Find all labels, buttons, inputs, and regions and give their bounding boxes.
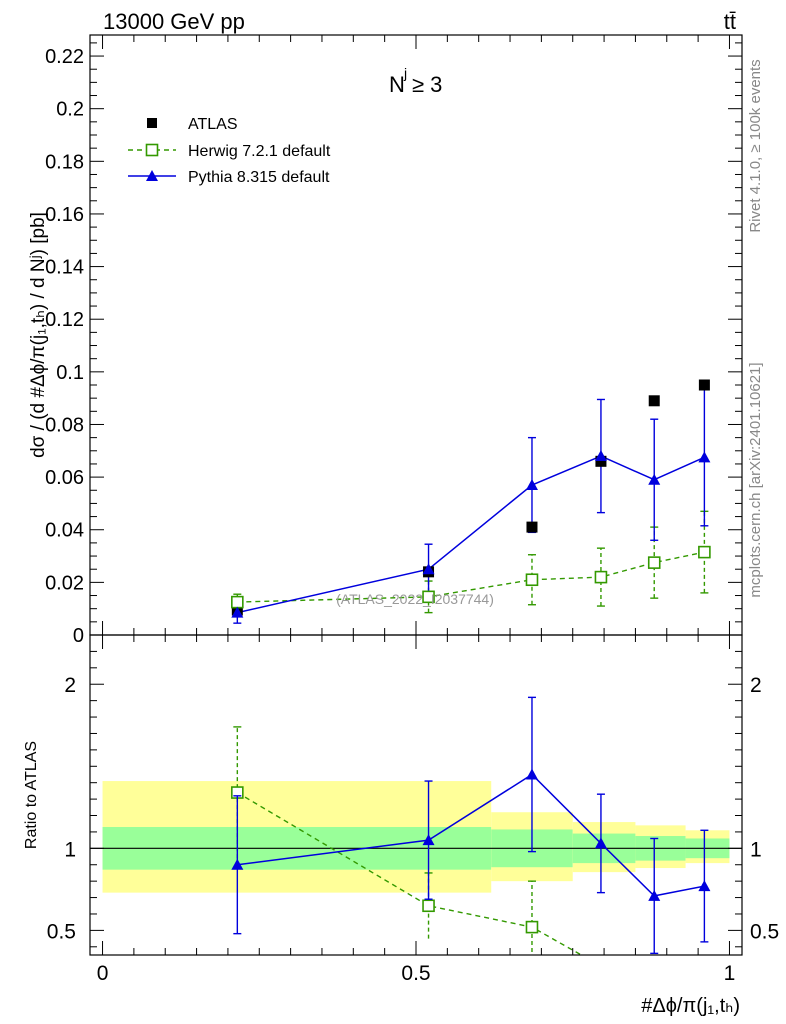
ratio-ytick-label: 1	[64, 838, 76, 861]
pythia-point	[422, 563, 435, 575]
ratio-pythia-point	[231, 858, 244, 870]
legend-marker-herwig	[145, 143, 159, 157]
ratio-ytick-label-right: 1	[750, 838, 762, 861]
herwig-point	[594, 570, 608, 584]
legend: ATLAS Herwig 7.2.1 default Pythia 8.315 …	[128, 116, 331, 186]
ratio-pythia-point	[594, 837, 607, 849]
ratio-xtick-label: 0	[97, 962, 109, 985]
ratio-herwig-point	[525, 920, 539, 934]
rivet-label: Rivet 4.1.0, ≥ 100k events	[747, 59, 764, 232]
ratio-herwig-point	[422, 899, 435, 913]
ratio-pythia-point	[648, 889, 661, 901]
pythia-point	[698, 451, 711, 463]
pythia-point	[231, 606, 244, 618]
herwig-point	[647, 556, 661, 569]
ratio-xtick-label: 1	[724, 962, 736, 985]
x-axis-label: #Δϕ/π(j₁,tₕ)	[641, 995, 740, 1017]
atlas-point	[698, 379, 710, 391]
main-ytick-label: 0.04	[45, 520, 84, 542]
ratio-herwig-line	[236, 791, 583, 955]
ratio-ytick-label-right: 0.5	[750, 920, 779, 943]
atlas-point	[648, 395, 660, 407]
main-ytick-label: 0.06	[45, 467, 84, 489]
watermark: (ATLAS_2022_I2037744)	[336, 591, 494, 607]
ratio-pythia-point	[698, 880, 711, 892]
ratio-pythia-point	[525, 768, 538, 780]
main-ytick-label: 0.12	[45, 309, 84, 331]
main-ytick-label: 0.1	[56, 362, 84, 384]
herwig-point	[231, 595, 244, 609]
main-ytick-label: 0.08	[45, 414, 84, 436]
herwig-point	[422, 590, 435, 604]
cut-label: N j ≥ 3	[389, 65, 442, 97]
legend-label-herwig: Herwig 7.2.1 default	[188, 143, 331, 160]
atlas-point	[526, 521, 538, 533]
main-ytick-label: 0.16	[45, 204, 84, 226]
main-ytick-label: 0.2	[56, 99, 84, 121]
main-series	[231, 379, 711, 624]
ratio-ytick-label-right: 2	[750, 674, 762, 697]
main-ytick-label: 0	[73, 625, 84, 647]
main-ylabel: dσ / (d #Δϕ/π(j₁,tₕ) / d Nʲ) [pb]	[28, 212, 49, 458]
ratio-xtick-label: 0.5	[401, 962, 430, 985]
ratio-series	[231, 696, 711, 955]
main-ylabel-text: dσ / (d #Δϕ/π(j₁,tₕ) / d Nʲ) [pb]	[28, 212, 49, 458]
cut-label-sup: j	[403, 65, 407, 81]
legend-label-pythia: Pythia 8.315 default	[188, 169, 330, 186]
main-axes: 0 0.02 0.04 0.06 0.08 0.1 0.12 0.14 0.16 0.18 0.2 0…	[45, 34, 743, 647]
ratio-ytick-label: 0.5	[47, 920, 76, 943]
pythia-line	[237, 455, 705, 614]
header-left: 13000 GeV pp	[103, 9, 245, 34]
legend-marker-pythia	[146, 170, 158, 181]
atlas-point	[595, 455, 607, 467]
ratio-panel	[90, 781, 742, 893]
herwig-point	[525, 573, 539, 587]
legend-label-atlas: ATLAS	[188, 116, 238, 133]
legend-marker-atlas	[147, 118, 157, 128]
ratio-pythia-line	[237, 773, 705, 897]
pythia-point	[648, 473, 661, 485]
main-ytick-label: 0.02	[45, 572, 84, 594]
pythia-point	[594, 450, 607, 462]
cut-label-n: N	[389, 72, 405, 97]
main-ytick-label: 0.18	[45, 151, 84, 173]
main-ytick-label: 0.22	[45, 46, 84, 68]
ratio-ylabel-text: Ratio to ATLAS	[23, 741, 40, 849]
header-right: tt̄	[724, 9, 736, 34]
pythia-point	[525, 479, 538, 490]
ratio-ytick-label: 2	[64, 674, 76, 697]
ratio-pythia-point	[422, 834, 435, 846]
ratio-axes: 0.5 1 2 0.5 1 2 0 0.5 1	[47, 634, 779, 985]
mcplots-label: mcplots.cern.ch [arXiv:2401.10621]	[747, 362, 764, 597]
ratio-ylabel: Ratio to ATLAS	[23, 741, 40, 849]
cut-label-value: ≥ 3	[412, 72, 442, 97]
main-ytick-label: 0.14	[45, 257, 84, 279]
herwig-point	[698, 545, 711, 559]
